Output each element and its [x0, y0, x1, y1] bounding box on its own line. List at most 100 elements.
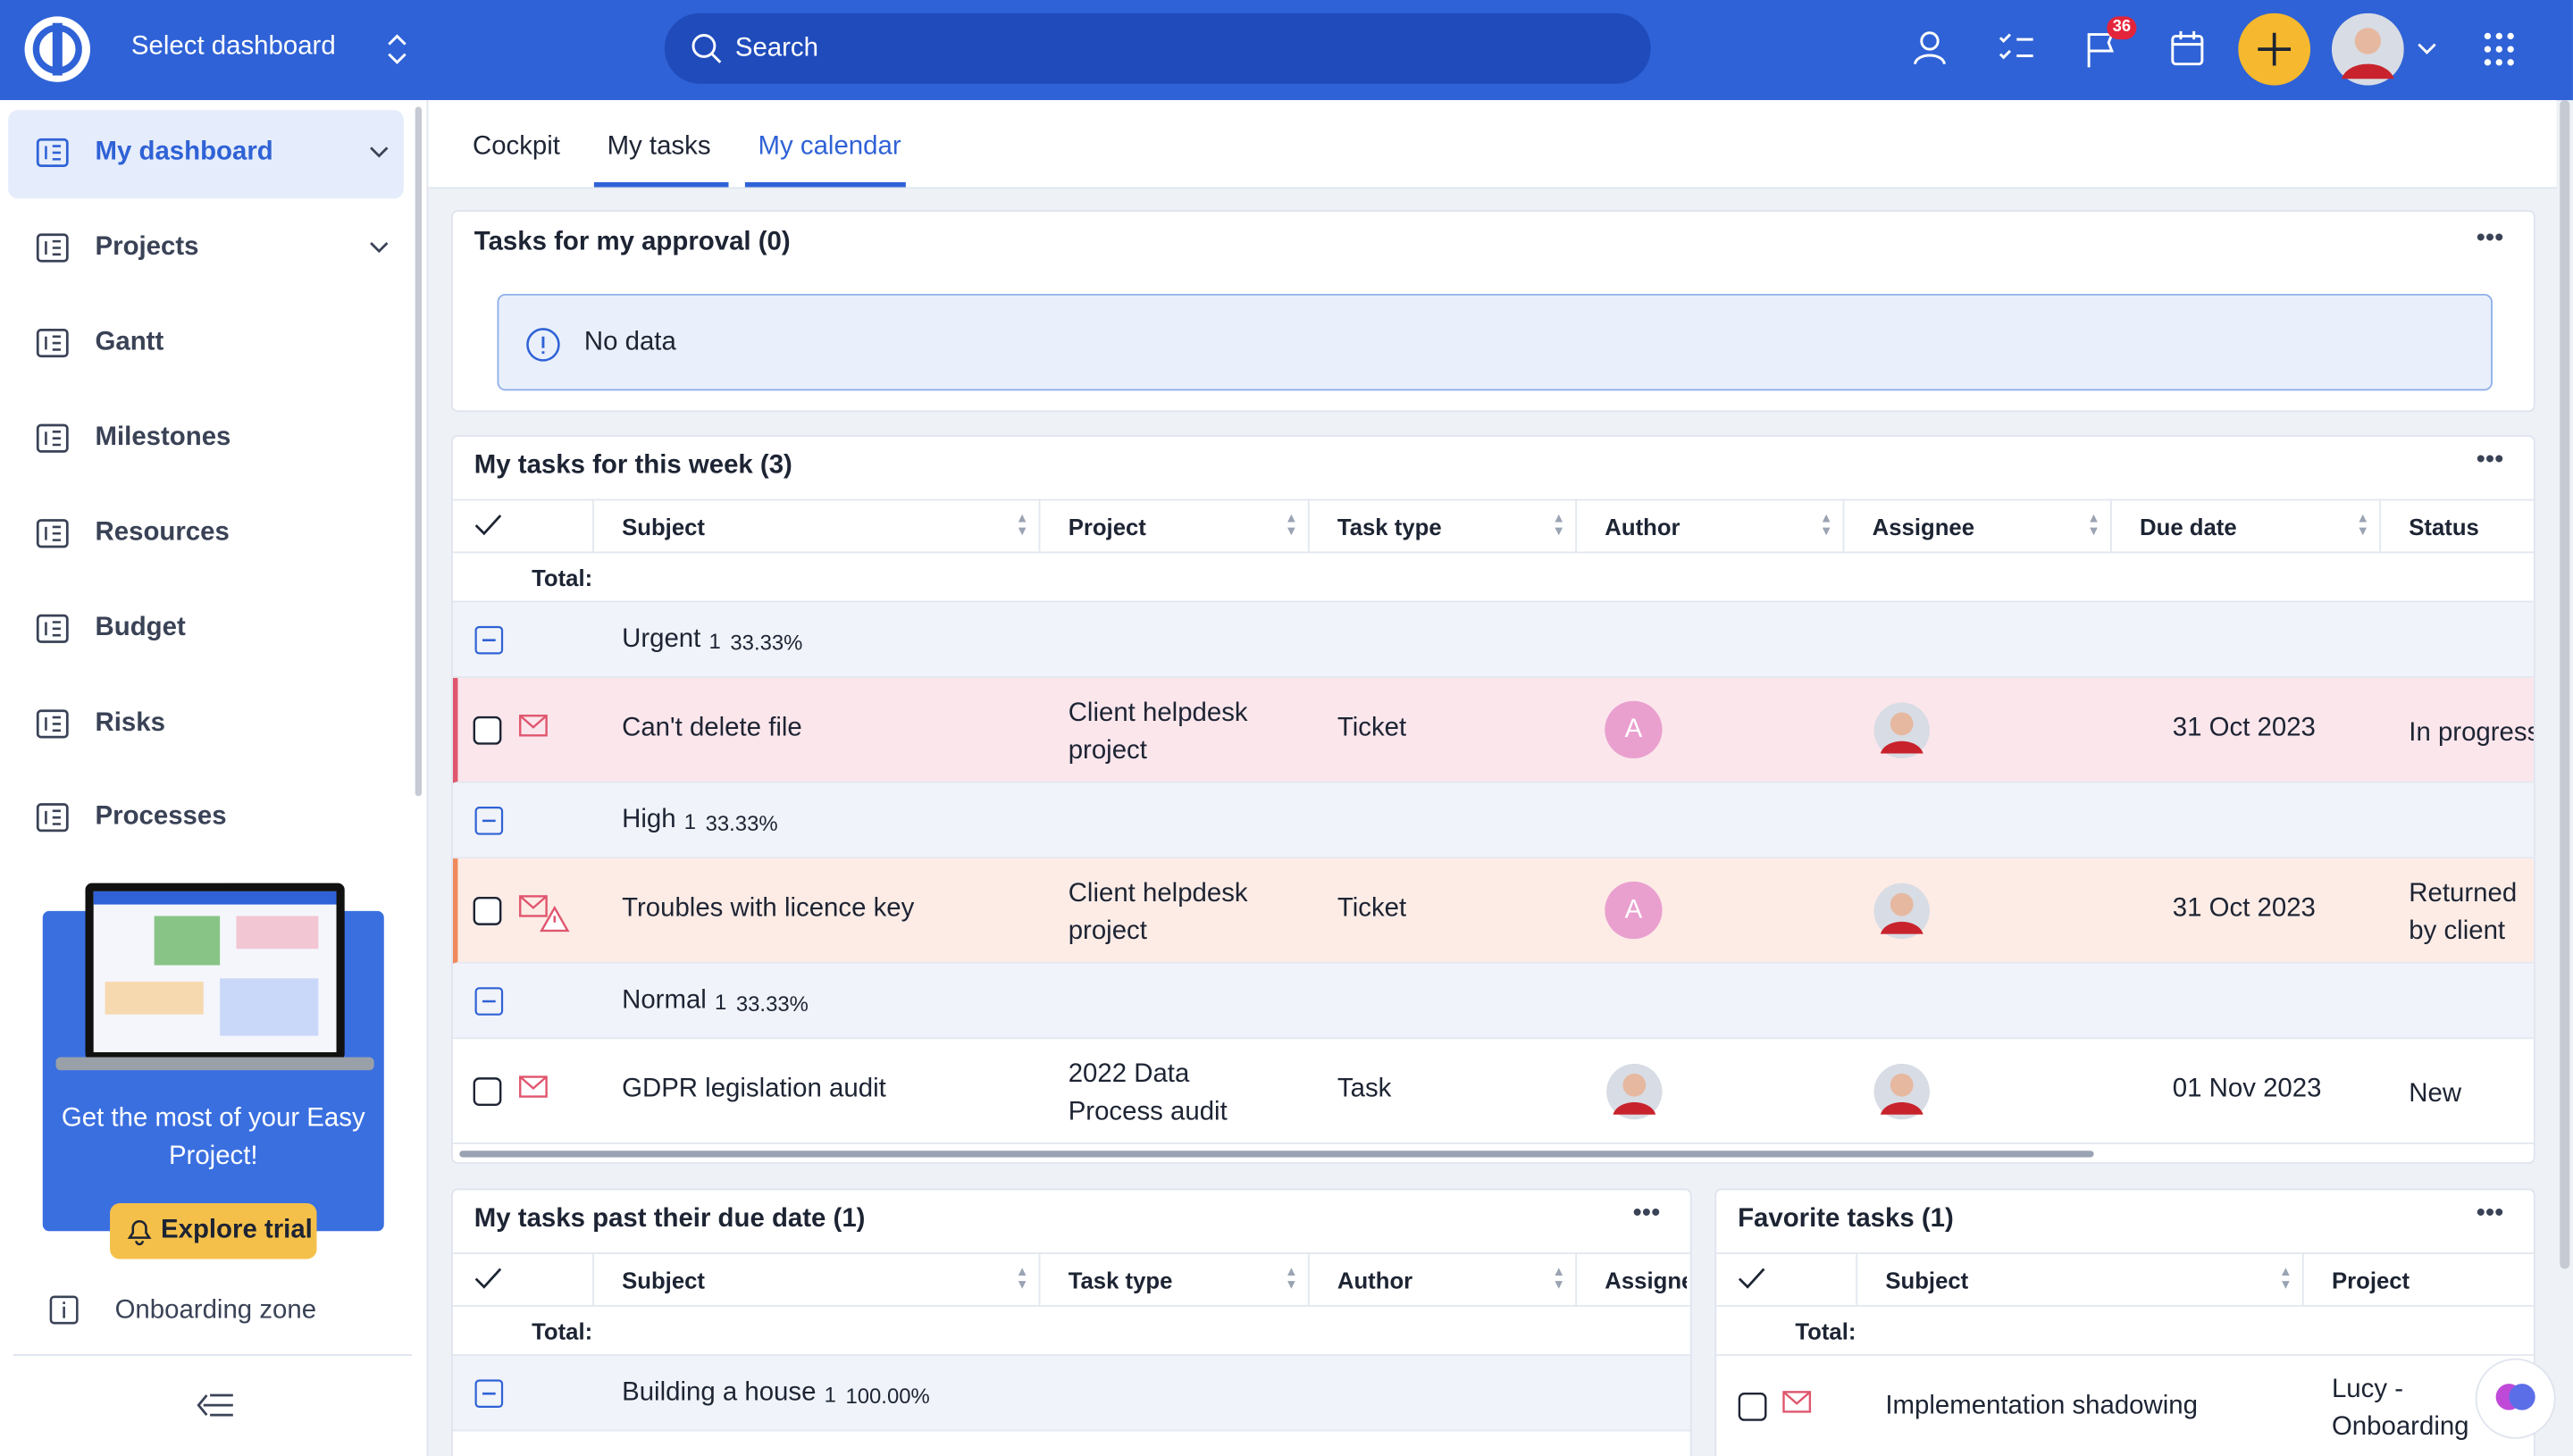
header-row	[452, 1252, 1690, 1307]
tab-bar	[428, 100, 2557, 189]
column-header[interactable]: Subject	[1885, 1267, 1969, 1294]
column-header[interactable]: Project	[1068, 514, 1146, 540]
collapse-icon[interactable]	[194, 1389, 237, 1422]
total-label: Total:	[532, 1318, 593, 1345]
group-toggle	[474, 1379, 504, 1409]
favorite-panel: Favorite tasks (1) ••• Subject ▲ ▼ Project Tot…	[1714, 1188, 2535, 1456]
tab[interactable]: My tasks	[607, 132, 711, 162]
group-name: Normal	[622, 986, 707, 1015]
nav-item[interactable]: Milestones	[95, 423, 231, 452]
column-header[interactable]: Author	[1337, 1267, 1413, 1294]
sort-icon: ▲ ▼	[1015, 1264, 1029, 1293]
task-type: Ticket	[1337, 714, 1407, 742]
info-icon	[526, 328, 560, 362]
column-header[interactable]: Assignee	[1872, 514, 1975, 540]
nav-icon	[36, 709, 69, 739]
nav-item[interactable]: Risks	[95, 708, 165, 738]
column-header[interactable]: Assignee	[1605, 1267, 1687, 1294]
group-count: 1	[714, 990, 727, 1015]
checkbox	[473, 1077, 502, 1106]
group-name: High	[622, 806, 676, 834]
dashboard-select[interactable]: Select dashboard	[130, 32, 336, 61]
task-due: 01 Nov 2023	[2172, 1075, 2322, 1103]
search-bar[interactable]: Search	[664, 13, 1651, 84]
ticket-icon	[519, 895, 570, 933]
task-row	[452, 677, 2534, 783]
panel-menu[interactable]: •••	[2476, 224, 2504, 254]
tab[interactable]: My calendar	[758, 132, 901, 162]
panel-menu[interactable]: •••	[2476, 446, 2504, 475]
nav-item[interactable]: Resources	[95, 518, 230, 547]
nav-icon	[36, 803, 69, 833]
top-bar: Select dashboard Search 36	[0, 0, 2573, 101]
explore-trial-button[interactable]: Explore trial	[110, 1203, 317, 1259]
select-all	[474, 1268, 502, 1289]
chevron	[370, 242, 389, 254]
panel-title: My tasks for this week (3)	[474, 451, 792, 480]
checkbox	[473, 715, 502, 745]
task-project: Client helpdesk project	[1068, 880, 1248, 946]
column-header[interactable]: Task type	[1337, 514, 1442, 540]
avatar	[1873, 1063, 1930, 1120]
nav-item[interactable]: Processes	[95, 802, 227, 831]
column-header[interactable]: Task type	[1068, 1267, 1173, 1294]
column-header[interactable]: Author	[1605, 514, 1680, 540]
group-row	[452, 602, 2534, 678]
panel-title: Tasks for my approval (0)	[474, 228, 791, 256]
onboarding-link[interactable]: Onboarding zone	[114, 1296, 317, 1326]
group-row	[452, 1355, 1690, 1432]
author-avatar: A	[1605, 700, 1663, 759]
nav-item[interactable]: Budget	[95, 614, 186, 642]
select-arrows	[388, 34, 406, 64]
task-subject[interactable]: Can't delete file	[622, 714, 802, 742]
group-percent: 33.33%	[705, 810, 778, 836]
group-name: Urgent	[622, 625, 701, 654]
task-row	[452, 858, 2534, 964]
nav-item[interactable]: Projects	[95, 232, 199, 262]
group-percent: 33.33%	[735, 991, 809, 1017]
add-button[interactable]	[2238, 13, 2311, 86]
nav-item[interactable]: Gantt	[95, 328, 164, 356]
empty-state: No data	[497, 293, 2493, 391]
column-header[interactable]: Due date	[2140, 514, 2237, 540]
sort-icon: ▲ ▼	[1819, 510, 1833, 539]
nav-icon	[36, 423, 69, 453]
group-name: Building a house	[622, 1378, 817, 1407]
task-subject[interactable]: Implementation shadowing	[1885, 1392, 2198, 1420]
select-all	[1738, 1268, 1765, 1289]
column-divider	[1842, 498, 1845, 554]
nav-icon	[36, 328, 69, 358]
tab-underline	[593, 181, 729, 188]
column-header[interactable]: Project	[2331, 1267, 2410, 1294]
panel-menu[interactable]: •••	[1632, 1200, 1661, 1228]
sidebar: Get the most of your Easy Project! Explo…	[0, 100, 429, 1456]
column-divider	[2301, 1252, 2304, 1307]
column-header[interactable]: Subject	[622, 1267, 706, 1294]
group-toggle	[474, 987, 504, 1016]
column-divider	[592, 1252, 594, 1307]
tab[interactable]: Cockpit	[472, 132, 560, 162]
column-header[interactable]: Subject	[622, 514, 706, 540]
empty-text: No data	[583, 328, 676, 356]
group-toggle	[474, 807, 504, 835]
group-row	[452, 782, 2534, 859]
task-subject[interactable]: Troubles with licence key	[622, 894, 915, 923]
assistant-button[interactable]	[2473, 1356, 2559, 1442]
search-icon	[691, 34, 722, 63]
column-divider	[2109, 498, 2112, 554]
page-scrollbar	[2560, 100, 2570, 1269]
nav-item[interactable]: My dashboard	[95, 138, 273, 166]
header-row	[1716, 1252, 2534, 1307]
select-all	[474, 515, 502, 536]
task-subject[interactable]: GDPR legislation audit	[622, 1075, 886, 1103]
user-avatar[interactable]	[2331, 13, 2404, 86]
panel-menu[interactable]: •••	[2476, 1200, 2504, 1228]
total-row	[452, 553, 2534, 603]
author-avatar: A	[1605, 881, 1663, 940]
group-percent: 33.33%	[730, 630, 803, 656]
divider	[13, 1354, 413, 1356]
logo[interactable]	[21, 13, 94, 86]
column-header[interactable]: Status	[2409, 514, 2479, 540]
